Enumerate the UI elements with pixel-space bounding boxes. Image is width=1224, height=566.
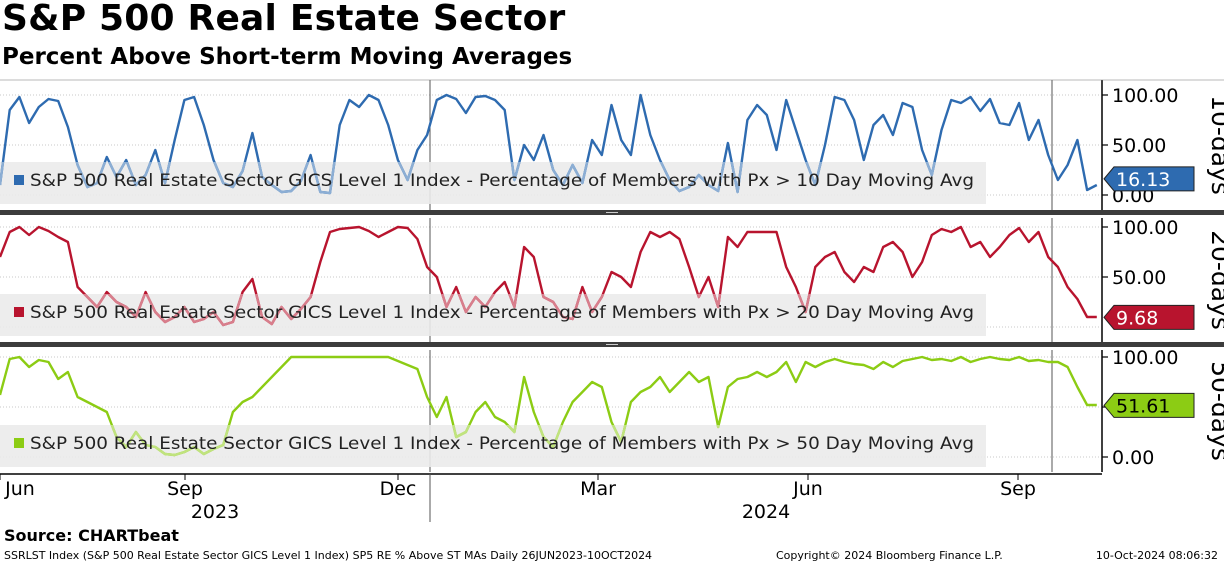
x-month-label-4: Jun [792, 478, 823, 500]
x-year-label-0: 2023 [191, 501, 239, 523]
legend-text-20day: S&P 500 Real Estate Sector GICS Level 1 … [30, 303, 974, 323]
last-value-tag-10day [1103, 166, 1195, 192]
chart-subtitle: Percent Above Short-term Moving Averages [2, 44, 573, 70]
y-tick-label-20day-100: 100.00 [1112, 217, 1178, 239]
panel-label-20day: 20-days [1206, 230, 1224, 330]
y-tick-label-50day-0: 0.00 [1112, 447, 1154, 469]
legend-text-50day: S&P 500 Real Estate Sector GICS Level 1 … [30, 434, 974, 454]
legend-swatch-20day [14, 307, 24, 317]
panel-label-10day: 10-days [1206, 95, 1224, 195]
x-month-label-3: Mar [580, 478, 616, 500]
footer-copyright: Copyright© 2024 Bloomberg Finance L.P. [776, 549, 1003, 562]
x-year-label-1: 2024 [742, 501, 790, 523]
chart-title: S&P 500 Real Estate Sector [2, 0, 566, 39]
y-tick-label-10day-100: 100.00 [1112, 85, 1178, 107]
last-value-tag-20day [1103, 304, 1195, 330]
y-tick-label-50day-100: 100.00 [1112, 347, 1178, 369]
footer-ticker-info: SSRLST Index (S&P 500 Real Estate Sector… [4, 549, 653, 562]
panel-label-50day: 50-days [1206, 361, 1224, 461]
y-tick-label-10day-50: 50.00 [1112, 135, 1166, 157]
y-tick-label-20day-50: 50.00 [1112, 267, 1166, 289]
last-value-label-10day: 16.13 [1116, 169, 1170, 191]
legend-text-10day: S&P 500 Real Estate Sector GICS Level 1 … [30, 171, 974, 191]
series-line-10day [0, 93, 1098, 195]
legend-swatch-10day [14, 175, 24, 185]
x-month-label-2: Dec [380, 478, 417, 500]
legend-box-50day [0, 425, 986, 467]
legend-swatch-50day [14, 438, 24, 448]
x-month-label-0: Jun [4, 478, 35, 500]
source-label: Source: CHARTbeat [4, 526, 179, 545]
x-month-label-1: Sep [167, 478, 203, 500]
last-value-tag-50day [1103, 392, 1195, 418]
legend-box-20day [0, 294, 986, 336]
footer-timestamp: 10-Oct-2024 08:06:32 [1095, 549, 1218, 562]
last-value-label-20day: 9.68 [1116, 307, 1158, 329]
x-month-label-5: Sep [1000, 478, 1036, 500]
series-line-faded-20day [82, 294, 811, 327]
last-value-label-50day: 51.61 [1116, 395, 1170, 417]
series-line-faded-50day [110, 425, 720, 457]
